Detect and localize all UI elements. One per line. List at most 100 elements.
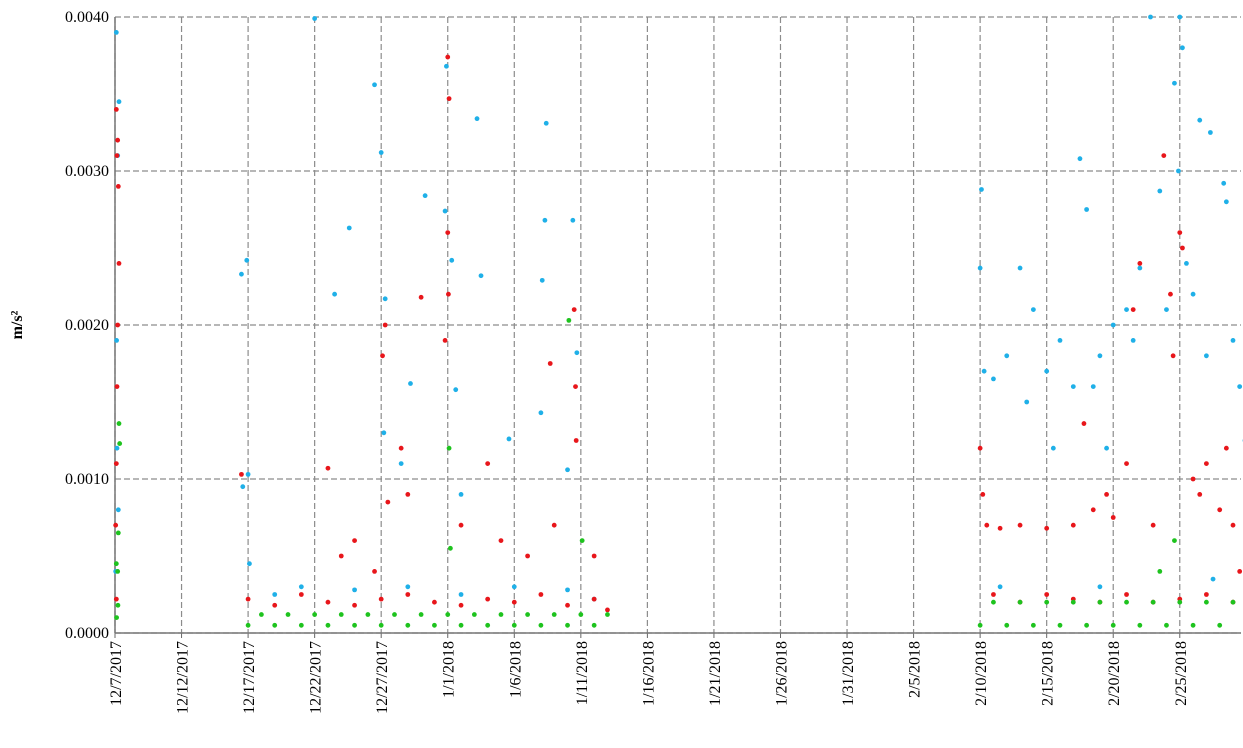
- point: [566, 318, 571, 323]
- point: [448, 546, 453, 551]
- point: [352, 603, 357, 608]
- point: [1031, 623, 1036, 628]
- point: [272, 623, 277, 628]
- point: [1124, 307, 1129, 312]
- point: [1137, 261, 1142, 266]
- point: [459, 623, 464, 628]
- point: [991, 592, 996, 597]
- point: [991, 377, 996, 382]
- point: [980, 492, 985, 497]
- x-tick-label: 2/15/2018: [1040, 641, 1057, 706]
- x-tick-label: 2/5/2018: [907, 641, 924, 698]
- point: [247, 561, 252, 566]
- x-tick-label: 1/26/2018: [773, 641, 790, 706]
- point: [381, 430, 386, 435]
- point: [1217, 623, 1222, 628]
- y-axis-label: m/s²: [9, 310, 26, 339]
- x-tick-label: 1/6/2018: [507, 641, 524, 698]
- point: [1164, 307, 1169, 312]
- point: [447, 446, 452, 451]
- point: [1237, 569, 1242, 574]
- x-tick-label: 1/31/2018: [840, 641, 857, 706]
- point: [998, 526, 1003, 531]
- point: [1044, 592, 1049, 597]
- point: [512, 584, 517, 589]
- point: [299, 592, 304, 597]
- point: [1197, 492, 1202, 497]
- point: [578, 612, 583, 617]
- point: [1231, 523, 1236, 528]
- point: [1191, 477, 1196, 482]
- point: [991, 600, 996, 605]
- point: [312, 612, 317, 617]
- point: [984, 523, 989, 528]
- point: [507, 437, 512, 442]
- point: [383, 296, 388, 301]
- point: [605, 612, 610, 617]
- point: [392, 612, 397, 617]
- point: [512, 600, 517, 605]
- point: [1168, 292, 1173, 297]
- point: [432, 600, 437, 605]
- y-tick-label: 0.0000: [65, 625, 109, 642]
- point: [114, 461, 119, 466]
- point: [117, 421, 122, 426]
- point: [339, 612, 344, 617]
- point: [447, 96, 452, 101]
- point: [580, 538, 585, 543]
- point: [565, 467, 570, 472]
- point: [299, 623, 304, 628]
- point: [114, 615, 119, 620]
- point: [443, 209, 448, 214]
- point: [1164, 623, 1169, 628]
- point: [352, 587, 357, 592]
- point: [444, 64, 449, 69]
- point: [114, 597, 119, 602]
- point: [1177, 15, 1182, 20]
- point: [1051, 446, 1056, 451]
- point: [978, 623, 983, 628]
- point: [246, 623, 251, 628]
- x-tick-label: 1/11/2018: [574, 641, 591, 705]
- point: [1191, 623, 1196, 628]
- point: [419, 295, 424, 300]
- point: [246, 597, 251, 602]
- point: [1082, 421, 1087, 426]
- point: [1098, 600, 1103, 605]
- point: [1217, 507, 1222, 512]
- point: [570, 218, 575, 223]
- point: [312, 16, 317, 21]
- point: [1204, 353, 1209, 358]
- point: [1237, 384, 1242, 389]
- point: [998, 584, 1003, 589]
- point: [419, 612, 424, 617]
- point: [1177, 230, 1182, 235]
- point: [1044, 600, 1049, 605]
- point: [605, 608, 610, 613]
- point: [485, 597, 490, 602]
- x-tick-label: 12/7/2017: [108, 641, 125, 706]
- point: [114, 561, 119, 566]
- point: [326, 466, 331, 471]
- point: [446, 292, 451, 297]
- point: [1191, 292, 1196, 297]
- point: [574, 350, 579, 355]
- point: [332, 292, 337, 297]
- point: [365, 612, 370, 617]
- point: [1078, 156, 1083, 161]
- point: [1151, 600, 1156, 605]
- point: [113, 523, 118, 528]
- point: [380, 353, 385, 358]
- point: [116, 507, 121, 512]
- y-tick-label: 0.0010: [65, 471, 109, 488]
- point: [379, 623, 384, 628]
- point: [459, 492, 464, 497]
- point: [1084, 207, 1089, 212]
- point: [1177, 600, 1182, 605]
- point: [383, 323, 388, 328]
- point: [544, 121, 549, 126]
- point: [565, 603, 570, 608]
- point: [1157, 189, 1162, 194]
- point: [1211, 577, 1216, 582]
- point: [592, 554, 597, 559]
